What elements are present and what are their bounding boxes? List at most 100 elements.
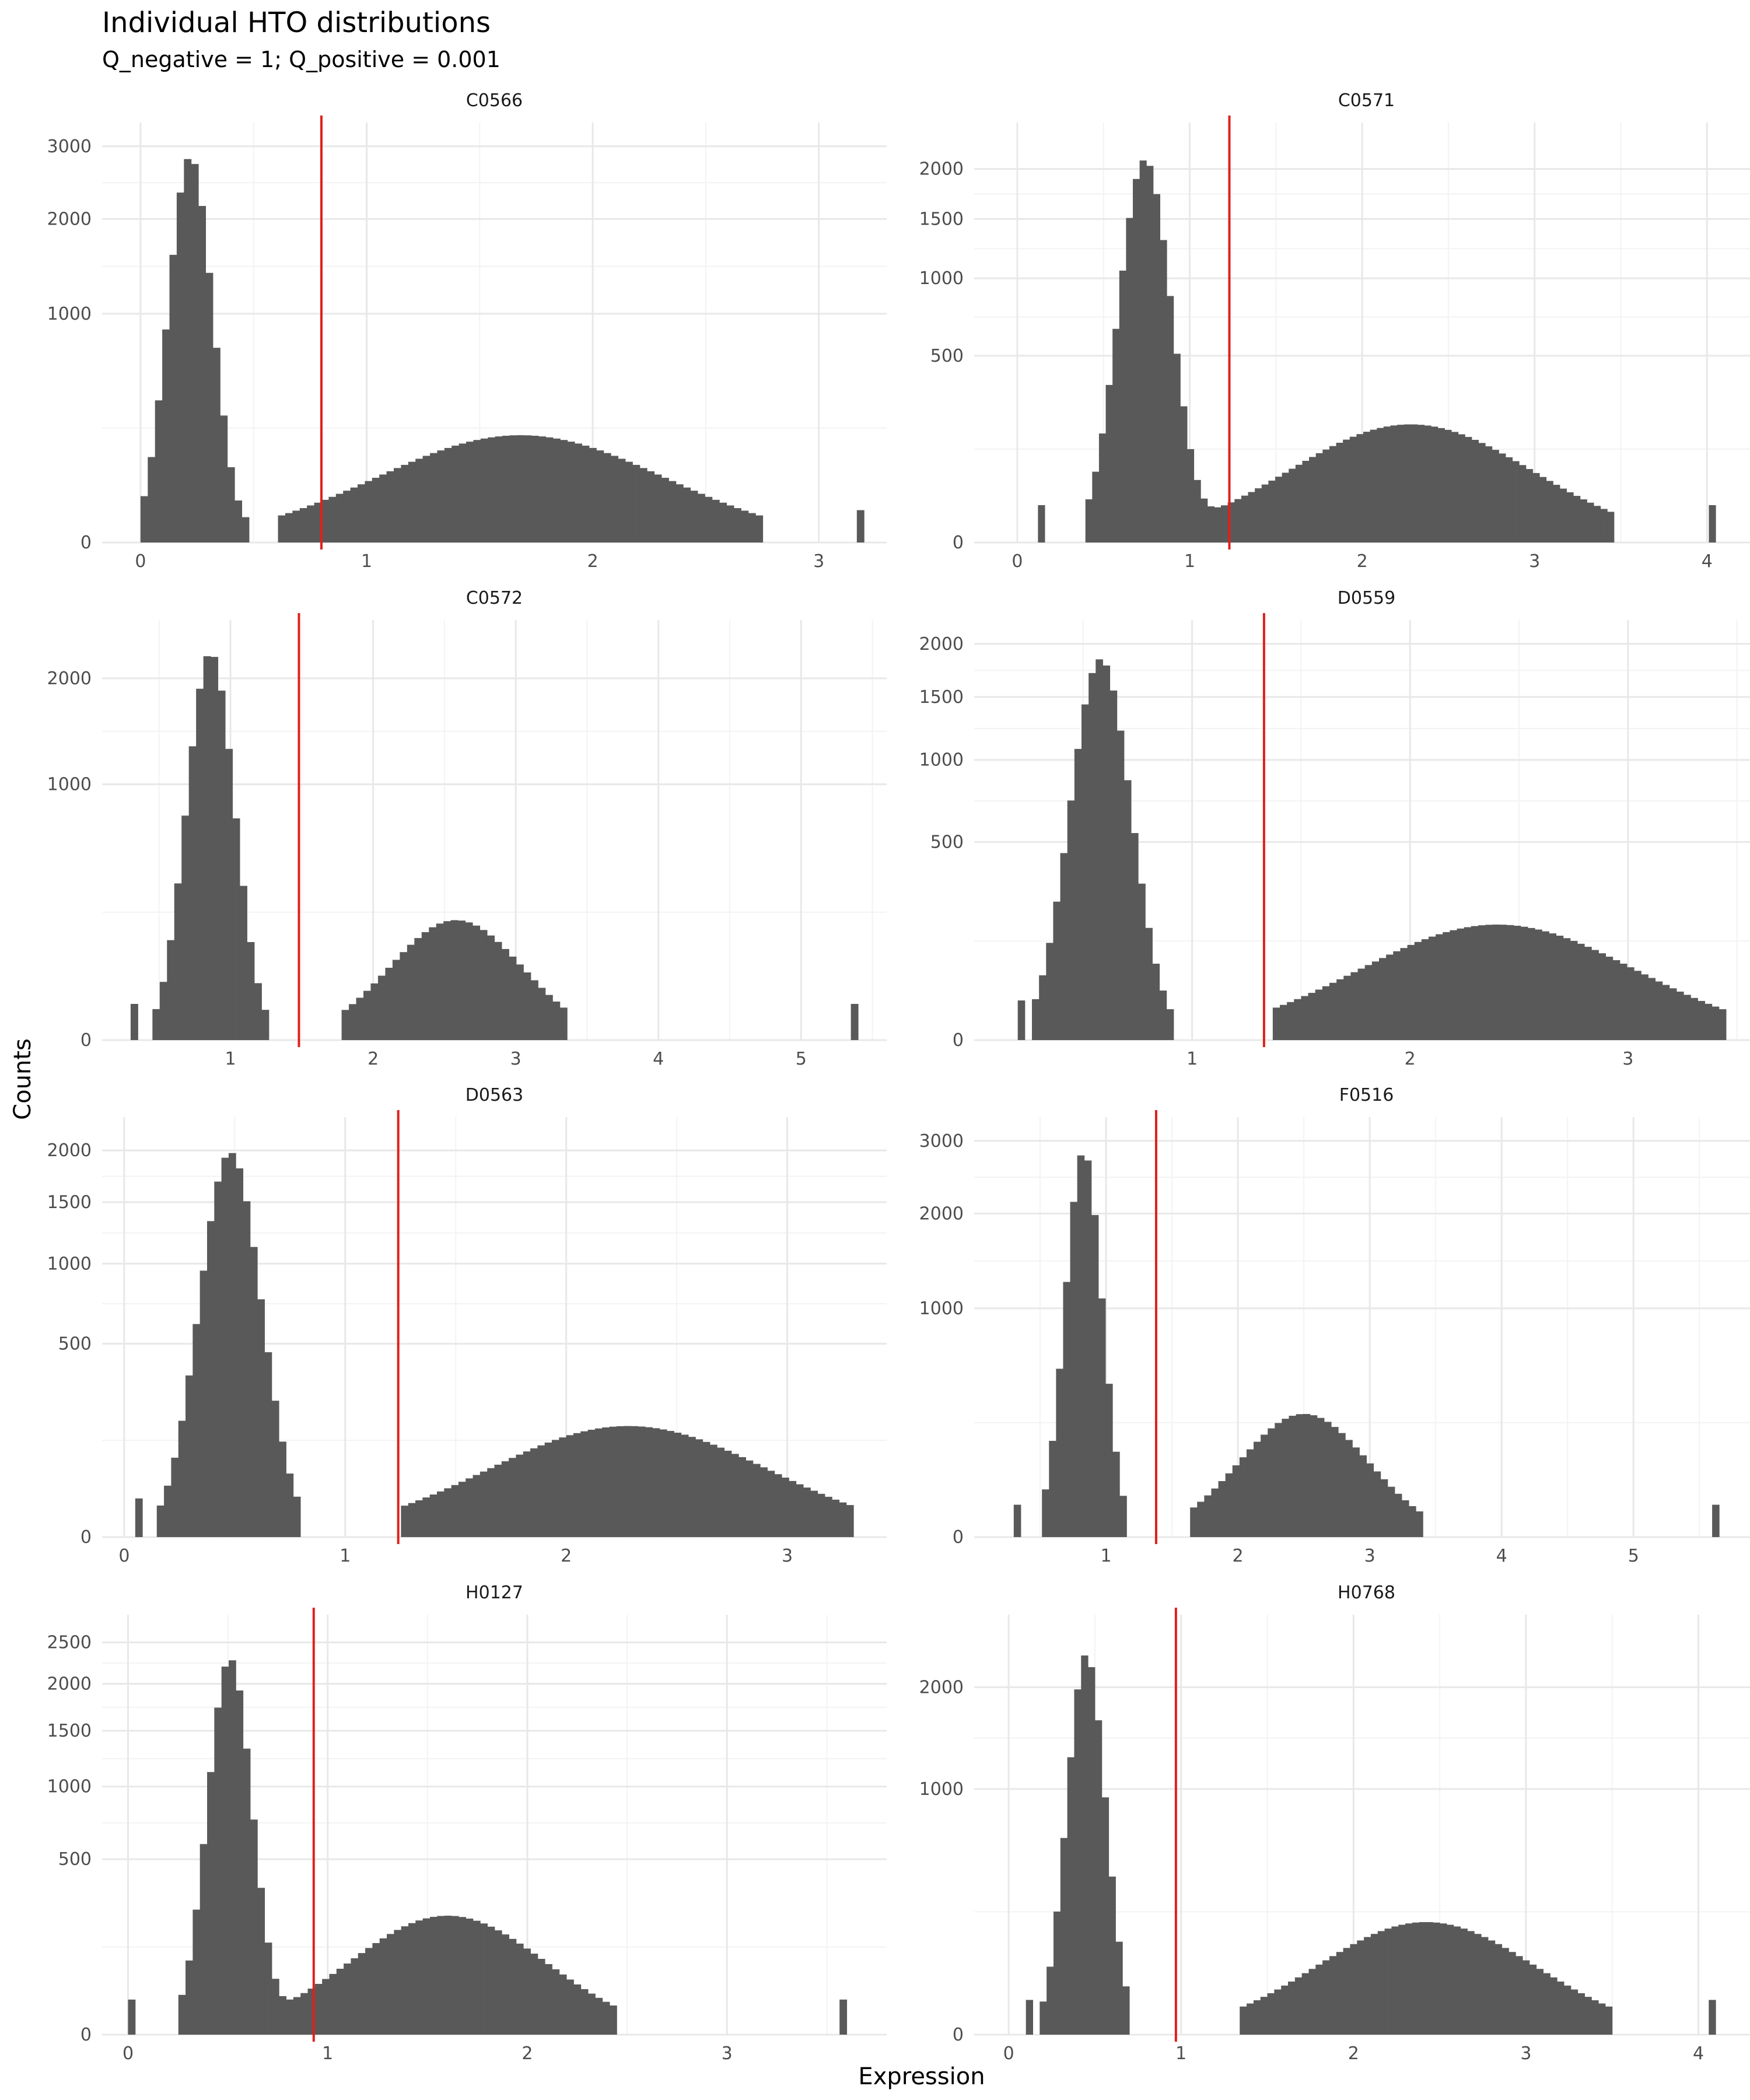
histogram-bar (155, 400, 163, 542)
x-tick-label: 3 (782, 1546, 793, 1566)
histogram-bar (582, 445, 590, 542)
histogram-bar (279, 1996, 287, 2035)
histogram-bar (1081, 1655, 1088, 2035)
histogram-bar (1101, 1797, 1110, 2035)
histogram-bar (207, 1772, 215, 2035)
y-tick-label: 2000 (919, 1203, 964, 1224)
y-tick-label: 0 (953, 1030, 964, 1051)
histogram-bar (1584, 947, 1592, 1040)
histogram-bar (552, 438, 561, 542)
y-tick-label: 0 (80, 1030, 92, 1051)
x-tick-label: 0 (135, 551, 146, 572)
histogram-bar (1563, 1985, 1572, 2035)
x-tick-label: 2 (1357, 551, 1368, 572)
histogram-bar (250, 1819, 258, 2035)
histogram-bar (328, 496, 337, 542)
histogram-bar (1336, 979, 1344, 1040)
y-tick-label: 500 (930, 832, 964, 852)
histogram-bar (379, 1938, 387, 2035)
histogram-bar (705, 496, 713, 542)
histogram-bar (1488, 1940, 1496, 2035)
histogram-bar (1443, 932, 1450, 1040)
histogram-bar (1370, 1934, 1378, 2035)
histogram-bar (221, 1157, 229, 1537)
histogram-bar (1364, 1937, 1371, 2035)
histogram-bar (1260, 1997, 1268, 2035)
histogram-bar (596, 450, 604, 542)
histogram-bar (1301, 996, 1309, 1040)
histogram-bar (401, 1506, 409, 1537)
histogram-bar (458, 921, 466, 1040)
histogram-bar (422, 456, 430, 542)
histogram-bar (480, 438, 488, 542)
histogram-bar (1401, 1500, 1409, 1537)
histogram-bar (530, 1448, 538, 1537)
histogram-bar (1013, 1504, 1021, 1537)
histogram-bar (429, 927, 437, 1040)
histogram-bar (1698, 1000, 1706, 1040)
histogram-bar (459, 443, 467, 542)
histogram-bar (473, 925, 481, 1040)
histogram-bar (1331, 1427, 1339, 1537)
histogram-bar (1669, 988, 1677, 1040)
histogram-bar (1450, 930, 1458, 1040)
histogram-bar (1092, 471, 1100, 542)
histogram-bar (1506, 925, 1514, 1040)
histogram-bar (1094, 1720, 1102, 2035)
histogram-bar (1322, 449, 1330, 542)
histogram-bar (1116, 730, 1125, 1040)
histogram-bar (1239, 1457, 1247, 1537)
histogram-bar (709, 1444, 718, 1537)
histogram-bar (538, 436, 546, 542)
histogram-bar (1146, 166, 1154, 542)
histogram-bar (1186, 449, 1195, 542)
histogram-bar (1053, 1911, 1061, 2035)
y-tick-label: 2000 (47, 209, 92, 229)
histogram-bar (1641, 974, 1648, 1040)
histogram-bar (1471, 440, 1479, 542)
histogram-bar (1056, 1368, 1063, 1537)
histogram-bar (1648, 978, 1656, 1040)
histogram-bar (135, 1498, 143, 1537)
x-tick-label: 3 (1529, 551, 1540, 572)
histogram-bar (661, 478, 669, 542)
histogram-bar (1112, 328, 1120, 542)
histogram-bar (227, 467, 235, 542)
histogram-bar (286, 1999, 294, 2035)
histogram-bar (1350, 972, 1359, 1040)
histogram-bar (1356, 434, 1364, 542)
histogram-bar (1393, 951, 1401, 1040)
x-tick-label: 2 (522, 2043, 533, 2064)
histogram-bar (358, 1953, 366, 2035)
histogram-bar (1384, 1929, 1392, 2035)
histogram-bar (1600, 509, 1608, 542)
histogram-bar (480, 1471, 488, 1537)
y-tick-label: 500 (930, 346, 964, 366)
histogram-bar (839, 1999, 848, 2035)
histogram-bar (1190, 1507, 1198, 1537)
histogram-bar (587, 1429, 596, 1537)
histogram-bar (314, 502, 322, 542)
histogram-bar (1349, 436, 1357, 542)
x-tick-label: 2 (561, 1546, 572, 1566)
histogram-bar (1522, 1960, 1530, 2035)
y-tick-label: 2000 (47, 1674, 92, 1694)
histogram-bar (552, 1001, 561, 1040)
histogram-bar (1428, 936, 1436, 1040)
histogram-bar (697, 494, 705, 542)
histogram-bar (530, 1954, 538, 2035)
histogram-bar (452, 445, 460, 542)
histogram-bar (214, 1181, 222, 1537)
histogram-bar (638, 1426, 646, 1537)
histogram-bar (1605, 957, 1614, 1040)
histogram-bar (1040, 2001, 1047, 2035)
histogram-bar (1261, 1434, 1268, 1537)
histogram-bar (1074, 1689, 1082, 2035)
histogram-bar (200, 1270, 208, 1537)
x-tick-label: 3 (510, 1049, 522, 1069)
histogram-bar (1634, 971, 1642, 1040)
y-tick-label: 2000 (47, 668, 92, 689)
histogram-bar (1467, 1931, 1475, 2035)
histogram-bar (1440, 1923, 1447, 2035)
